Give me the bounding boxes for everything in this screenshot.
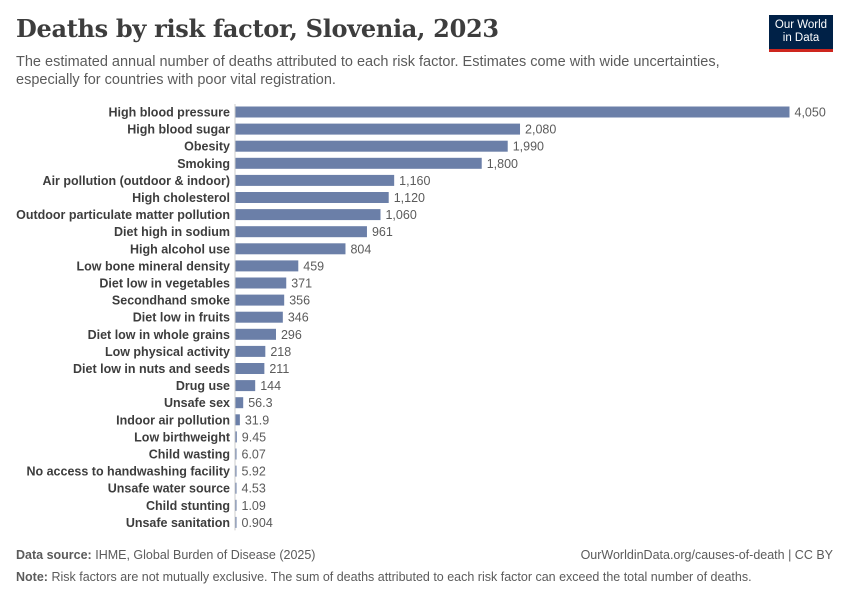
category-label: Air pollution (outdoor & indoor) <box>43 174 230 188</box>
category-label: No access to handwashing facility <box>26 465 230 479</box>
bar[interactable] <box>235 397 244 409</box>
category-label: High blood pressure <box>108 106 230 120</box>
bar-chart: High blood pressure 4,050 High blood sugar… <box>16 104 826 531</box>
value-label: 4.53 <box>242 482 266 496</box>
category-label: Child stunting <box>146 499 230 513</box>
value-label: 1,800 <box>487 157 518 171</box>
category-label: Low physical activity <box>105 345 230 359</box>
bar[interactable] <box>235 448 237 460</box>
data-source: Data source: IHME, Global Burden of Dise… <box>16 548 315 562</box>
bar[interactable] <box>235 414 240 426</box>
logo-line-1: Our World <box>774 19 828 31</box>
bar[interactable] <box>235 123 521 135</box>
bar[interactable] <box>235 157 482 169</box>
bar[interactable] <box>235 106 790 118</box>
category-label: Low bone mineral density <box>77 259 231 273</box>
bar[interactable] <box>235 516 237 528</box>
category-label: Diet low in nuts and seeds <box>73 362 230 376</box>
chart-title: Deaths by risk factor, Slovenia, 2023 <box>16 14 499 43</box>
category-label: Diet high in sodium <box>114 225 230 239</box>
category-label: Diet low in vegetables <box>99 277 230 291</box>
note-label: Note: <box>16 570 48 584</box>
value-label: 5.92 <box>242 465 266 479</box>
bar[interactable] <box>235 140 508 152</box>
category-label: High cholesterol <box>132 191 230 205</box>
bar[interactable] <box>235 226 367 238</box>
category-label: High alcohol use <box>130 242 230 256</box>
category-label: Low birthweight <box>134 430 231 444</box>
value-label: 31.9 <box>245 413 269 427</box>
source-url[interactable]: OurWorldinData.org/causes-of-death | CC … <box>580 548 833 562</box>
category-label: Diet low in fruits <box>133 311 230 325</box>
bar[interactable] <box>235 345 266 357</box>
category-label: Unsafe water source <box>108 482 230 496</box>
value-label: 371 <box>291 277 312 291</box>
value-label: 2,080 <box>525 123 556 137</box>
category-label: Indoor air pollution <box>116 413 230 427</box>
category-label: High blood sugar <box>127 123 230 137</box>
category-label: Obesity <box>184 140 230 154</box>
value-label: 9.45 <box>242 430 266 444</box>
owid-logo[interactable]: Our World in Data <box>769 15 833 52</box>
value-label: 1.09 <box>242 499 266 513</box>
category-label: Child wasting <box>149 448 230 462</box>
logo-line-2: in Data <box>782 32 820 44</box>
value-label: 296 <box>281 328 302 342</box>
value-label: 346 <box>288 311 309 325</box>
bar[interactable] <box>235 277 287 289</box>
value-label: 1,120 <box>394 191 425 205</box>
data-source-text[interactable]: IHME, Global Burden of Disease (2025) <box>95 548 316 562</box>
chart-subtitle: The estimated annual number of deaths at… <box>16 54 720 88</box>
note-text: Risk factors are not mutually exclusive.… <box>51 570 752 584</box>
value-label: 1,060 <box>385 208 416 222</box>
value-label: 6.07 <box>242 448 266 462</box>
bar[interactable] <box>235 260 299 272</box>
bar[interactable] <box>235 328 276 340</box>
category-label: Smoking <box>177 157 230 171</box>
value-label: 459 <box>303 259 324 273</box>
bar[interactable] <box>235 499 237 511</box>
value-label: 56.3 <box>248 396 272 410</box>
value-label: 218 <box>270 345 291 359</box>
value-label: 1,990 <box>513 140 544 154</box>
bar[interactable] <box>235 380 256 392</box>
category-label: Diet low in whole grains <box>88 328 230 342</box>
value-label: 804 <box>350 242 371 256</box>
value-label: 211 <box>269 362 289 376</box>
category-label: Secondhand smoke <box>112 294 230 308</box>
value-label: 1,160 <box>399 174 430 188</box>
bar[interactable] <box>235 209 381 221</box>
bar[interactable] <box>235 294 285 306</box>
chart-note: Note: Risk factors are not mutually excl… <box>16 570 752 584</box>
category-label: Unsafe sex <box>164 396 230 410</box>
value-label: 356 <box>289 294 310 308</box>
value-label: 144 <box>260 379 281 393</box>
data-source-label: Data source: <box>16 548 92 562</box>
category-label: Unsafe sanitation <box>126 516 230 530</box>
value-label: 0.904 <box>242 516 273 530</box>
bar[interactable] <box>235 465 237 477</box>
bar[interactable] <box>235 482 237 494</box>
bar[interactable] <box>235 243 346 255</box>
category-label: Drug use <box>176 379 230 393</box>
bar[interactable] <box>235 311 283 323</box>
bar[interactable] <box>235 431 237 443</box>
value-label: 4,050 <box>795 106 826 120</box>
bar[interactable] <box>235 174 395 186</box>
value-label: 961 <box>372 225 393 239</box>
category-label: Outdoor particulate matter pollution <box>16 208 230 222</box>
bar[interactable] <box>235 363 265 374</box>
bar[interactable] <box>235 192 389 203</box>
